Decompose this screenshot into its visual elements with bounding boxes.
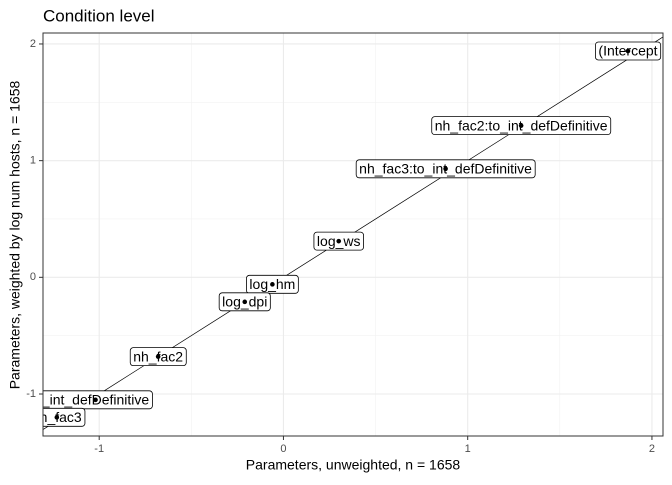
y-tick-label: 2 [30,38,36,50]
chart-title: Condition level [43,6,155,25]
point [443,166,448,172]
point [336,238,342,244]
point [93,397,98,403]
panel-border [42,32,664,437]
x-tick-label: 2 [649,443,655,455]
point [242,299,248,305]
point-label: nh_fac3 [32,407,86,427]
point [155,354,161,359]
label-text: nh_fac3 [32,409,82,425]
y-tick-label: 1 [30,155,36,167]
y-tick-label: -1 [26,388,36,400]
y-axis-label: Parameters, weighted by log num hosts, n… [7,81,23,390]
axes: -1 0 1 2 -1 0 1 2 [26,38,655,455]
point [270,282,275,287]
y-tick-label: 0 [30,271,36,283]
point [518,123,524,128]
x-tick-label: -1 [94,443,104,455]
x-tick-label: 1 [465,443,471,455]
label-box [43,407,86,427]
x-axis-label: Parameters, unweighted, n = 1658 [246,457,461,473]
point [625,48,631,54]
point [54,415,60,420]
x-tick-label: 0 [280,443,286,455]
panel: (Interceptnh_fac2:to_int_defDefinitivenh… [32,36,663,430]
